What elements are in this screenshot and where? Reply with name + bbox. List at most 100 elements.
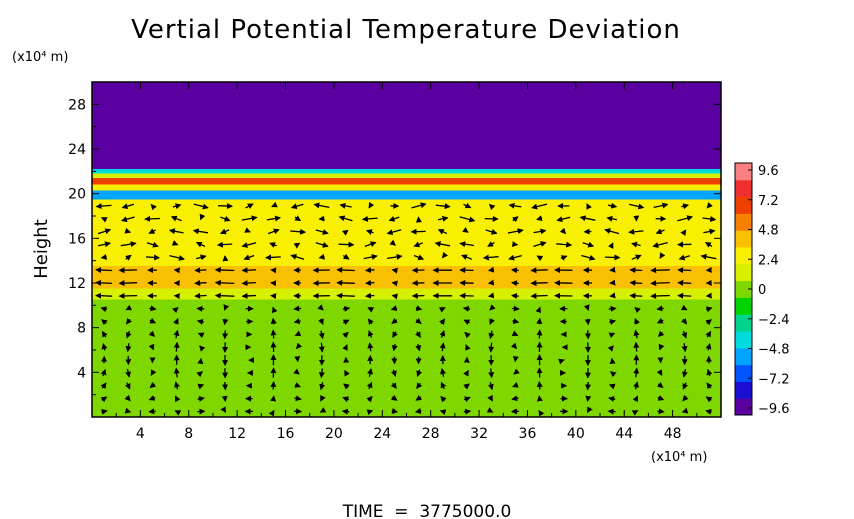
wind-vector	[315, 241, 329, 248]
wind-vector	[295, 342, 303, 350]
wind-vector	[197, 332, 205, 339]
wind-vector	[488, 330, 495, 340]
wind-vector	[290, 253, 305, 260]
wind-vector	[125, 254, 132, 261]
wind-vector	[610, 371, 617, 378]
x-tick-label: 4	[136, 426, 145, 442]
wind-vector	[124, 227, 132, 234]
wind-vector	[386, 229, 402, 236]
wind-vector	[629, 292, 643, 299]
wind-vector	[415, 317, 422, 325]
x-tick-label: 32	[470, 426, 488, 442]
wind-vector	[581, 254, 596, 261]
wind-vector	[681, 368, 688, 378]
wind-vector	[633, 329, 640, 339]
wind-vector	[463, 202, 472, 209]
wind-vector	[100, 217, 108, 223]
wind-vector	[126, 317, 132, 325]
colorbar-tick-label: −4.8	[758, 343, 790, 358]
wind-vector	[410, 228, 426, 235]
wind-vector	[511, 330, 519, 337]
wind-vector	[241, 215, 258, 222]
wind-vector	[173, 341, 180, 352]
wind-vector	[270, 293, 277, 300]
wind-vector	[512, 318, 520, 325]
wind-vector	[125, 368, 132, 378]
wind-vector	[631, 410, 639, 416]
x-axis-unit: (x10⁴ m)	[651, 450, 707, 465]
wind-vector	[584, 318, 591, 326]
wind-vector	[535, 306, 542, 314]
wind-vector	[173, 367, 180, 378]
wind-vector	[536, 215, 543, 222]
wind-vector	[487, 266, 495, 273]
wind-vector	[222, 318, 229, 326]
wind-vector	[487, 382, 494, 391]
colorbar-swatch	[735, 280, 752, 298]
wind-vector	[214, 292, 235, 299]
wind-vector	[315, 229, 329, 235]
wind-vector	[342, 229, 349, 236]
wind-vector	[342, 306, 351, 312]
wind-vector	[216, 241, 233, 248]
wind-vector	[196, 254, 207, 261]
wind-vector	[243, 254, 255, 261]
wind-vector	[463, 408, 472, 415]
wind-vector	[318, 318, 324, 326]
wind-vector	[318, 368, 325, 379]
wind-vector	[582, 241, 595, 248]
wind-vector	[464, 331, 471, 339]
wind-vector	[584, 330, 591, 340]
wind-vector	[95, 292, 113, 299]
wind-vector	[681, 330, 688, 339]
wind-vector	[511, 280, 519, 287]
wind-vector	[342, 344, 348, 351]
wind-vector	[633, 367, 640, 378]
wind-vector	[266, 215, 281, 222]
wind-vector	[270, 317, 277, 325]
wind-vector	[199, 213, 206, 221]
wind-vector	[241, 242, 257, 248]
wind-vector	[169, 254, 185, 261]
wind-vector	[365, 292, 375, 299]
wind-vector	[336, 267, 355, 273]
wind-vector	[463, 369, 469, 377]
wind-vector	[607, 345, 614, 352]
x-tick-label: 12	[228, 426, 246, 442]
wind-vector	[652, 241, 668, 248]
wind-vector	[223, 304, 230, 311]
wind-vector	[536, 255, 544, 262]
wind-vector	[463, 396, 471, 403]
wind-vector	[659, 252, 666, 259]
wind-vector	[650, 280, 670, 287]
wind-vector	[214, 279, 235, 286]
wind-vector	[391, 343, 398, 352]
wind-vector	[100, 396, 108, 403]
wind-vector	[585, 381, 591, 391]
wind-vector	[270, 381, 277, 390]
wind-vector	[290, 228, 307, 235]
wind-vector	[336, 279, 355, 286]
wind-vector	[439, 409, 447, 416]
wind-vector	[488, 203, 496, 211]
wind-vector	[101, 343, 108, 351]
y-tick-label: 16	[68, 231, 86, 247]
colorbar-swatch	[735, 297, 752, 315]
wind-vector	[367, 307, 375, 313]
wind-vector	[656, 305, 664, 312]
wind-vector	[174, 410, 182, 416]
y-tick-label: 24	[68, 142, 86, 158]
wind-vector	[511, 241, 519, 248]
wind-vector	[439, 318, 446, 326]
wind-vector	[462, 226, 469, 233]
wind-vector	[585, 395, 592, 402]
wind-vector	[125, 304, 133, 311]
wind-vector	[434, 241, 451, 247]
wind-vector	[100, 253, 108, 260]
wind-vector	[244, 227, 251, 233]
colorbar-swatch	[735, 263, 752, 282]
wind-vector	[390, 382, 397, 390]
wind-vector	[629, 203, 645, 210]
wind-vector	[245, 203, 254, 210]
